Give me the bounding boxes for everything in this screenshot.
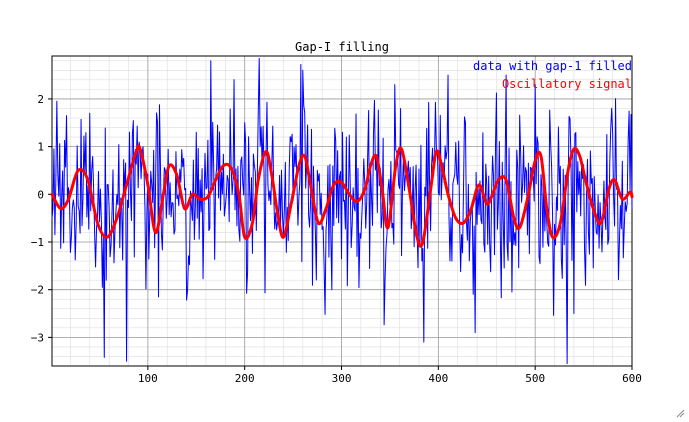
x-tick-label: 600 — [622, 372, 642, 385]
chart-title: Gap-I filling — [295, 40, 389, 54]
y-tick-label: 2 — [37, 93, 44, 106]
x-tick-label: 200 — [235, 372, 255, 385]
legend-entry-oscillatory: Oscillatory signal — [502, 77, 632, 91]
x-axis: 100 200 300 400 500 600 — [138, 366, 642, 385]
y-tick-label: −1 — [31, 236, 44, 249]
resize-grip-icon[interactable] — [675, 408, 685, 418]
legend: data with gap-1 filled Oscillatory signa… — [473, 59, 632, 91]
y-tick-label: −3 — [31, 331, 44, 344]
y-tick-label: 0 — [37, 188, 44, 201]
y-axis: −3 −2 −1 0 1 2 — [31, 93, 52, 344]
x-tick-label: 400 — [428, 372, 448, 385]
x-tick-label: 100 — [138, 372, 158, 385]
series-layer — [50, 57, 634, 365]
legend-entry-data: data with gap-1 filled — [473, 59, 632, 73]
y-tick-label: −2 — [31, 284, 44, 297]
series-line-data — [51, 57, 633, 365]
series-line-oscillatory — [50, 144, 634, 248]
y-tick-label: 1 — [37, 141, 44, 154]
x-tick-label: 300 — [332, 372, 352, 385]
x-tick-label: 500 — [525, 372, 545, 385]
